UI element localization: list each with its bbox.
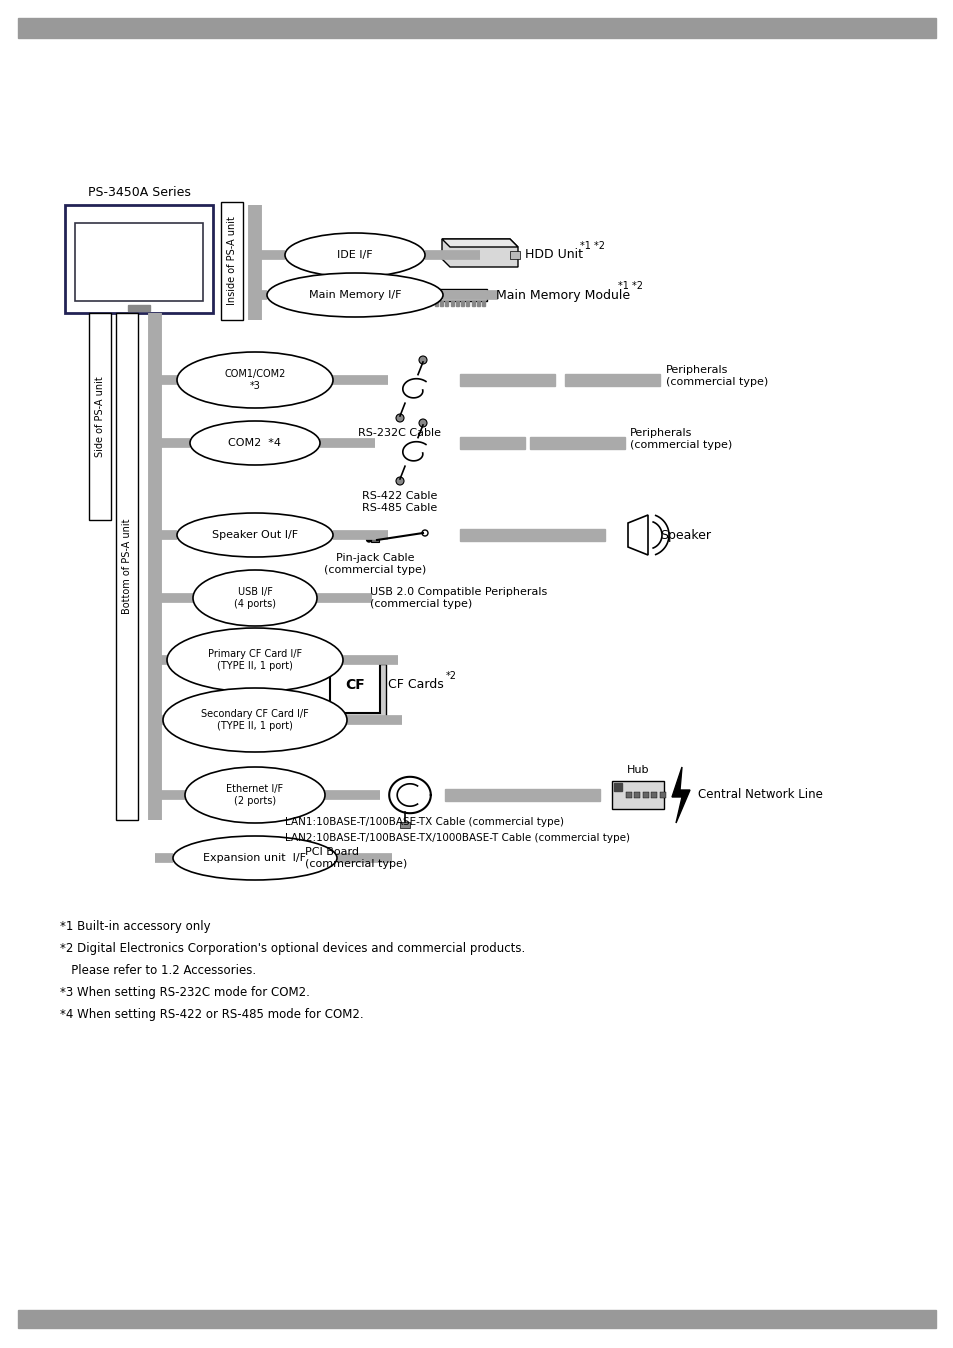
Text: Please refer to 1.2 Accessories.: Please refer to 1.2 Accessories. xyxy=(60,964,255,977)
Bar xyxy=(659,793,665,798)
Polygon shape xyxy=(671,767,689,824)
Text: COM1/COM2
*3: COM1/COM2 *3 xyxy=(224,369,285,391)
Bar xyxy=(450,301,454,306)
Text: COM2  *4: COM2 *4 xyxy=(229,438,281,448)
Text: Main Memory Module: Main Memory Module xyxy=(496,288,630,302)
Text: Pin-jack Cable
(commercial type): Pin-jack Cable (commercial type) xyxy=(323,553,426,574)
Text: Secondary CF Card I/F
(TYPE II, 1 port): Secondary CF Card I/F (TYPE II, 1 port) xyxy=(201,709,309,731)
Text: *4 When setting RS-422 or RS-485 mode for COM2.: *4 When setting RS-422 or RS-485 mode fo… xyxy=(60,1008,363,1020)
Circle shape xyxy=(366,537,371,542)
Text: USB I/F
(4 ports): USB I/F (4 ports) xyxy=(233,588,275,609)
Circle shape xyxy=(421,530,428,537)
Text: USB 2.0 Compatible Peripherals
(commercial type): USB 2.0 Compatible Peripherals (commerci… xyxy=(370,588,547,609)
Bar xyxy=(625,793,631,798)
Text: *1 *2: *1 *2 xyxy=(579,241,604,251)
Bar xyxy=(614,783,621,791)
Text: Inside of PS-A unit: Inside of PS-A unit xyxy=(227,217,236,306)
Bar xyxy=(452,291,468,297)
Bar xyxy=(612,780,663,809)
Text: Main Memory I/F: Main Memory I/F xyxy=(309,290,401,301)
Bar xyxy=(435,301,437,306)
Bar xyxy=(399,822,410,828)
Bar xyxy=(444,789,599,801)
Bar xyxy=(471,301,474,306)
Bar xyxy=(432,288,487,301)
Bar xyxy=(18,1310,935,1328)
Ellipse shape xyxy=(172,836,336,880)
Bar xyxy=(564,373,659,386)
Text: Ethernet I/F
(2 ports): Ethernet I/F (2 ports) xyxy=(226,785,283,806)
Ellipse shape xyxy=(163,687,347,752)
Bar xyxy=(89,313,111,520)
Bar xyxy=(510,251,519,259)
Bar xyxy=(481,301,484,306)
Text: Side of PS-A unit: Side of PS-A unit xyxy=(95,376,105,457)
Text: Bottom of PS-A unit: Bottom of PS-A unit xyxy=(122,519,132,615)
Text: Peripherals
(commercial type): Peripherals (commercial type) xyxy=(665,365,767,387)
Text: *2: *2 xyxy=(446,671,456,681)
Text: CF Cards: CF Cards xyxy=(388,678,443,692)
Text: *1 Built-in accessory only: *1 Built-in accessory only xyxy=(60,919,211,933)
Bar xyxy=(330,658,379,713)
Text: LAN2:10BASE-T/100BASE-TX/1000BASE-T Cable (commercial type): LAN2:10BASE-T/100BASE-TX/1000BASE-T Cabl… xyxy=(285,833,629,842)
Bar xyxy=(460,301,463,306)
FancyBboxPatch shape xyxy=(65,205,213,313)
Bar xyxy=(530,437,624,449)
Text: PS-3450A Series: PS-3450A Series xyxy=(88,186,191,200)
Polygon shape xyxy=(441,239,517,267)
Text: *2 Digital Electronics Corporation's optional devices and commercial products.: *2 Digital Electronics Corporation's opt… xyxy=(60,942,525,954)
Bar xyxy=(651,793,657,798)
Text: RS-422 Cable
RS-485 Cable: RS-422 Cable RS-485 Cable xyxy=(362,491,437,512)
Bar xyxy=(642,793,648,798)
Circle shape xyxy=(395,477,403,485)
Bar xyxy=(221,202,243,319)
Text: Speaker Out I/F: Speaker Out I/F xyxy=(212,530,297,541)
Text: CF: CF xyxy=(345,678,364,692)
Ellipse shape xyxy=(167,628,343,692)
Ellipse shape xyxy=(177,514,333,557)
Ellipse shape xyxy=(185,767,325,824)
Text: LAN1:10BASE-T/100BASE-TX Cable (commercial type): LAN1:10BASE-T/100BASE-TX Cable (commerci… xyxy=(285,817,563,828)
Circle shape xyxy=(418,356,427,364)
Polygon shape xyxy=(627,515,647,555)
Ellipse shape xyxy=(267,274,442,317)
Bar xyxy=(371,537,378,542)
Bar xyxy=(456,301,458,306)
Text: *3 When setting RS-232C mode for COM2.: *3 When setting RS-232C mode for COM2. xyxy=(60,985,310,999)
Bar xyxy=(459,373,555,386)
Bar xyxy=(116,313,138,820)
Ellipse shape xyxy=(193,570,316,625)
Bar xyxy=(634,793,639,798)
Bar xyxy=(476,301,479,306)
Text: IDE I/F: IDE I/F xyxy=(336,249,373,260)
Text: PCI Board
(commercial type): PCI Board (commercial type) xyxy=(305,847,407,869)
Ellipse shape xyxy=(190,421,319,465)
Circle shape xyxy=(418,419,427,427)
Text: Hub: Hub xyxy=(626,766,649,775)
Text: *1 *2: *1 *2 xyxy=(618,280,642,291)
FancyBboxPatch shape xyxy=(75,222,203,301)
Text: Expansion unit  I/F: Expansion unit I/F xyxy=(203,853,306,863)
Ellipse shape xyxy=(285,233,424,276)
Bar xyxy=(459,437,524,449)
Circle shape xyxy=(395,414,403,422)
Bar xyxy=(459,528,604,541)
Bar xyxy=(18,18,935,38)
Text: Primary CF Card I/F
(TYPE II, 1 port): Primary CF Card I/F (TYPE II, 1 port) xyxy=(208,650,302,671)
Text: Speaker: Speaker xyxy=(659,528,710,542)
Bar xyxy=(466,301,469,306)
Bar xyxy=(335,663,386,718)
Bar xyxy=(128,305,150,311)
Bar xyxy=(445,301,448,306)
Polygon shape xyxy=(441,239,517,247)
Text: Peripherals
(commercial type): Peripherals (commercial type) xyxy=(629,429,732,450)
Text: HDD Unit: HDD Unit xyxy=(524,248,582,262)
Bar xyxy=(439,301,443,306)
Text: Central Network Line: Central Network Line xyxy=(698,789,822,802)
Text: RS-232C Cable: RS-232C Cable xyxy=(358,429,441,438)
Ellipse shape xyxy=(177,352,333,408)
